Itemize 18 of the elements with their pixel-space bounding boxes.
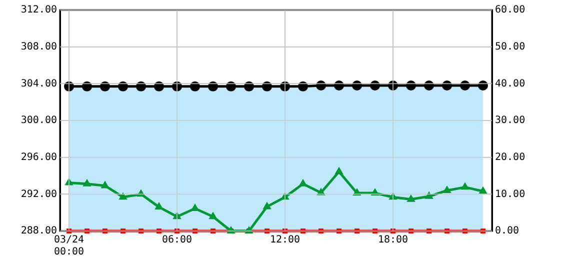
y-tick-label: 288.00: [20, 226, 57, 237]
y2-tick-label: 30.00: [495, 115, 526, 126]
x-tick-label: 12:00: [270, 234, 300, 246]
y2-tick-label: 10.00: [495, 188, 526, 200]
y-tick-label: 300.00: [20, 115, 57, 126]
y2-tick-label: 20.00: [495, 152, 526, 163]
y2-tick-label: 0.00: [495, 226, 520, 237]
y2-tick-label: 60.00: [495, 4, 526, 16]
x-tick-label: 18:00: [378, 234, 408, 246]
y-tick-label: 308.00: [20, 41, 57, 52]
y2-tick-label: 50.00: [495, 41, 526, 52]
x-tick-label: 06:00: [162, 234, 192, 246]
y-tick-label: 312.00: [20, 4, 57, 16]
y-tick-label: 292.00: [20, 188, 57, 200]
y2-tick-label: 40.00: [495, 78, 526, 90]
x-tick-label: 03/24 00:00: [54, 234, 84, 258]
y-tick-label: 296.00: [20, 152, 57, 163]
y-tick-label: 304.00: [20, 78, 57, 90]
